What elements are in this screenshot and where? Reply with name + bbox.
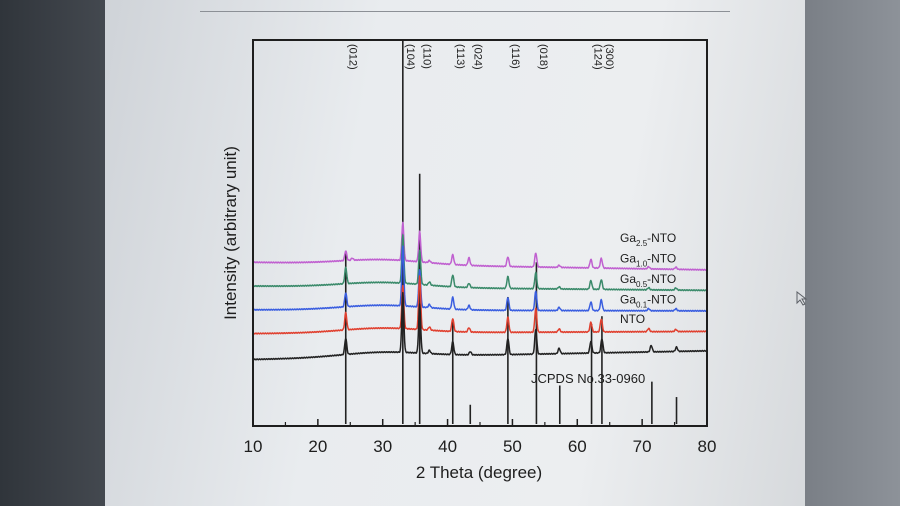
peak-labels: (012) (104) (110) (113) (024) (116) (018) (124)… <box>347 44 615 70</box>
x-tick-label: 80 <box>698 437 717 456</box>
peak-label: (110) <box>421 44 433 69</box>
x-tick-label: 60 <box>568 437 587 456</box>
series-lines <box>252 221 708 361</box>
series-label-ga10: Ga1.0-NTO <box>620 251 676 268</box>
series-labels: Ga2.5-NTO Ga1.0-NTO Ga0.5-NTO Ga0.1-NTO NTO <box>620 231 676 326</box>
x-tick-label: 50 <box>503 437 522 456</box>
mouse-cursor-icon <box>796 291 808 306</box>
background-right <box>805 0 900 506</box>
x-tick-label: 30 <box>373 437 392 456</box>
peak-label: (113) <box>454 44 466 69</box>
paper-sheet <box>105 0 810 506</box>
series-label-ga01: Ga0.1-NTO <box>620 292 676 309</box>
x-tick-label: 10 <box>244 437 263 456</box>
peak-label: (012) <box>347 44 359 70</box>
peak-label: (116) <box>509 44 521 69</box>
plot-frame <box>252 39 708 427</box>
peak-label: (024) <box>471 44 483 70</box>
peak-label: (104) <box>404 44 416 70</box>
page-rule <box>200 11 730 12</box>
reference-label: JCPDS No.33-0960 <box>531 371 645 386</box>
x-axis-ticks: 10 20 30 40 50 60 70 80 <box>244 419 717 456</box>
x-tick-label: 40 <box>438 437 457 456</box>
reference-sticks <box>344 39 678 424</box>
series-label-nto: NTO <box>620 312 645 326</box>
series-line-ga01 <box>252 275 708 335</box>
series-label-ga05: Ga0.5-NTO <box>620 272 676 289</box>
peak-label: (018) <box>537 44 549 70</box>
x-tick-label: 70 <box>633 437 652 456</box>
peak-label: (300) <box>603 44 615 70</box>
x-axis-label: 2 Theta (degree) <box>416 463 542 482</box>
series-line-ga10 <box>252 234 708 292</box>
series-line-nto <box>252 291 708 361</box>
peak-label: (124) <box>591 44 603 70</box>
series-label-ga25: Ga2.5-NTO <box>620 231 676 248</box>
y-axis-label: Intensity (arbitrary unit) <box>221 146 240 320</box>
series-line-ga05 <box>252 245 708 313</box>
series-line-ga25 <box>252 221 708 271</box>
x-tick-label: 20 <box>308 437 327 456</box>
